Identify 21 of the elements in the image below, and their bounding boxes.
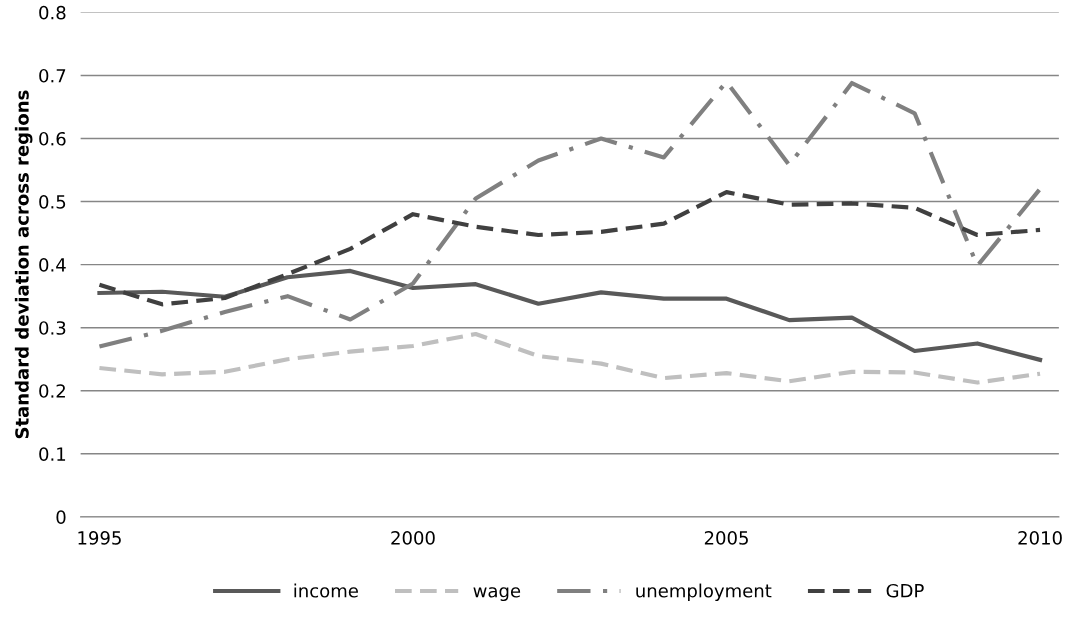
legend-label: wage	[473, 587, 521, 602]
y-tick-label: 0.1	[39, 447, 66, 461]
line-series	[97, 190, 1043, 307]
line-series	[97, 268, 1043, 362]
y-tick-label: 0.8	[39, 5, 66, 20]
legend-label: income	[294, 583, 358, 598]
y-tick-label: 0	[56, 510, 66, 524]
y-tick-label: 0.6	[39, 131, 66, 146]
y-tick-label: 0.5	[39, 195, 66, 209]
y-tick-label: 0.2	[39, 384, 65, 398]
line-series	[97, 331, 1043, 385]
x-tick-label: 1995	[78, 531, 121, 545]
legend-label: unemployment	[636, 583, 772, 602]
x-tick-label: 2000	[391, 531, 435, 545]
x-tick-label: 2005	[704, 531, 748, 545]
legend-label: GDP	[886, 583, 924, 598]
x-tick-label: 2010	[1018, 531, 1062, 545]
y-tick-label: 0.4	[39, 258, 66, 272]
y-axis-title: Standard deviation across regions	[14, 90, 33, 439]
y-tick-label: 0.3	[39, 321, 66, 335]
y-tick-label: 0.7	[39, 68, 66, 83]
